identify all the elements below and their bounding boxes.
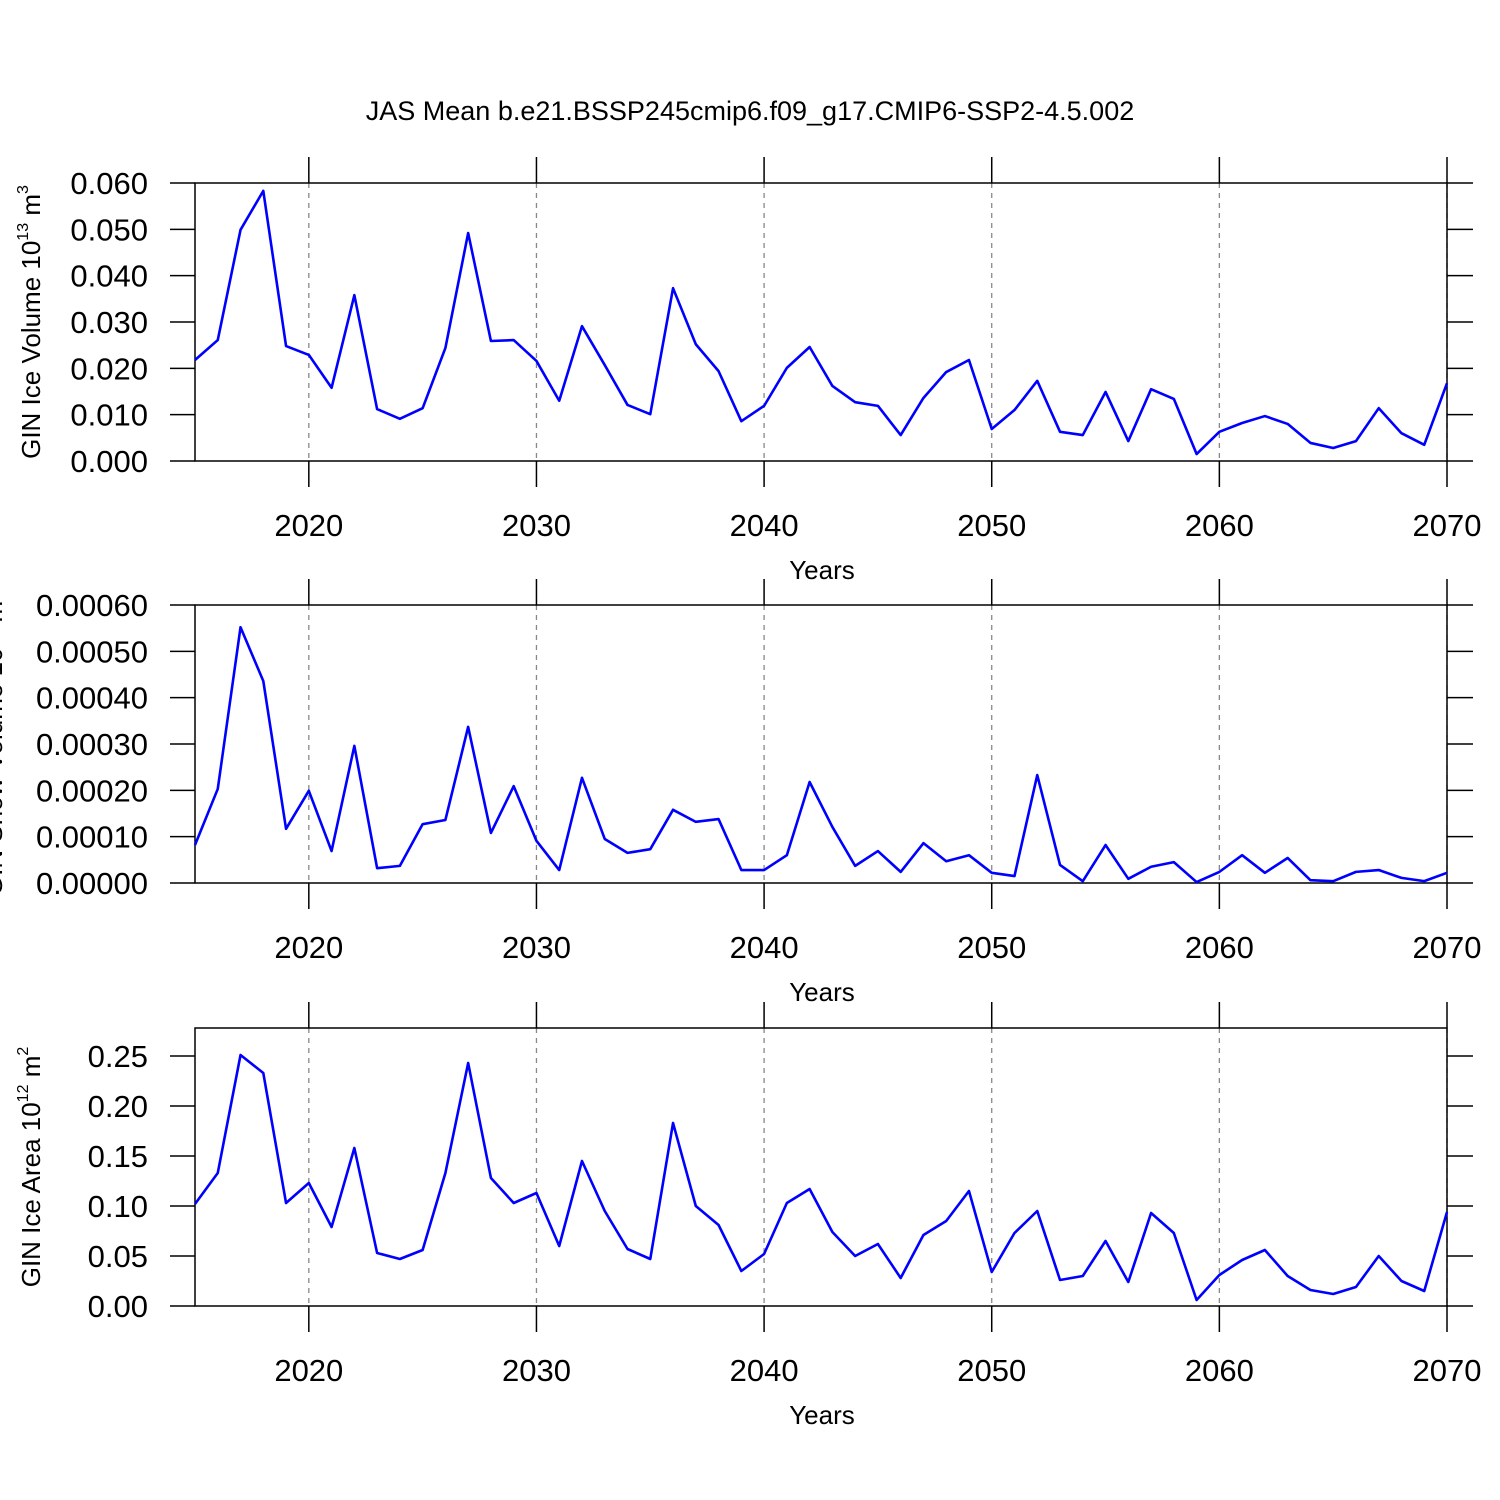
data-line	[193, 1053, 1449, 1302]
y-axis-label-part: m	[16, 194, 46, 223]
y-axis-label-exponent: 3	[15, 185, 32, 194]
x-tick-label: 2020	[274, 508, 343, 543]
data-line	[194, 189, 1449, 456]
data-line	[193, 625, 1448, 884]
y-tick-label: 0.20	[88, 1089, 148, 1124]
x-tick-label: 2050	[957, 1353, 1026, 1388]
y-tick-label: 0.25	[88, 1039, 148, 1074]
y-tick-label: 0.00050	[36, 634, 148, 669]
x-tick-label: 2070	[1413, 1353, 1482, 1388]
y-tick-label: 0.15	[88, 1139, 148, 1174]
figure-title: JAS Mean b.e21.BSSP245cmip6.f09_g17.CMIP…	[366, 96, 1134, 126]
x-tick-label: 2030	[502, 508, 571, 543]
y-tick-label: 0.030	[70, 305, 148, 340]
plot-frame	[194, 182, 1448, 462]
y-axis-label-exponent: 13	[15, 223, 32, 241]
x-tick-label: 2020	[274, 930, 343, 965]
x-tick-label: 2060	[1185, 930, 1254, 965]
plot-frame	[194, 1027, 1448, 1307]
y-axis-label: GIN Ice Area 1012 m2	[15, 1047, 46, 1288]
x-tick-label: 2040	[730, 508, 799, 543]
y-tick-label: 0.00020	[36, 773, 148, 808]
x-tick-label: 2050	[957, 930, 1026, 965]
y-tick-label: 0.00010	[36, 820, 148, 855]
y-tick-label: 0.00	[88, 1289, 148, 1324]
x-tick-label: 2020	[274, 1353, 343, 1388]
y-tick-label: 0.060	[70, 166, 148, 201]
y-axis-label-part: m	[16, 1056, 46, 1085]
x-tick-label: 2070	[1413, 930, 1482, 965]
x-tick-label: 2030	[502, 930, 571, 965]
x-axis-label: Years	[789, 977, 855, 1007]
x-tick-label: 2040	[730, 930, 799, 965]
y-tick-label: 0.00000	[36, 866, 148, 901]
y-tick-label: 0.050	[70, 212, 148, 247]
x-axis-label: Years	[789, 1400, 855, 1430]
x-tick-label: 2030	[502, 1353, 571, 1388]
x-axis-label: Years	[789, 555, 855, 585]
x-tick-label: 2070	[1413, 508, 1482, 543]
x-tick-label: 2060	[1185, 508, 1254, 543]
y-axis-label-exponent: 2	[15, 1047, 32, 1056]
y-tick-label: 0.000	[70, 444, 148, 479]
y-axis-label: GIN Snow Volume 1013 m3	[0, 592, 8, 896]
y-axis-label-part: GIN Ice Volume 10	[16, 241, 46, 459]
plot-frame	[194, 604, 1448, 884]
y-tick-label: 0.040	[70, 259, 148, 294]
y-tick-label: 0.00030	[36, 727, 148, 762]
y-tick-label: 0.020	[70, 351, 148, 386]
y-tick-label: 0.05	[88, 1239, 148, 1274]
y-tick-label: 0.010	[70, 398, 148, 433]
x-tick-label: 2060	[1185, 1353, 1254, 1388]
y-axis-label-exponent: 12	[15, 1084, 32, 1102]
y-axis-label-part: GIN Ice Area 10	[16, 1102, 46, 1287]
x-tick-label: 2040	[730, 1353, 799, 1388]
y-tick-label: 0.10	[88, 1189, 148, 1224]
y-tick-label: 0.00060	[36, 588, 148, 623]
y-axis-label-part: m	[0, 601, 8, 630]
y-tick-label: 0.00040	[36, 681, 148, 716]
y-axis-label: GIN Ice Volume 1013 m3	[15, 185, 46, 459]
y-axis-label-part: GIN Snow Volume 10	[0, 648, 8, 897]
x-tick-label: 2050	[957, 508, 1026, 543]
